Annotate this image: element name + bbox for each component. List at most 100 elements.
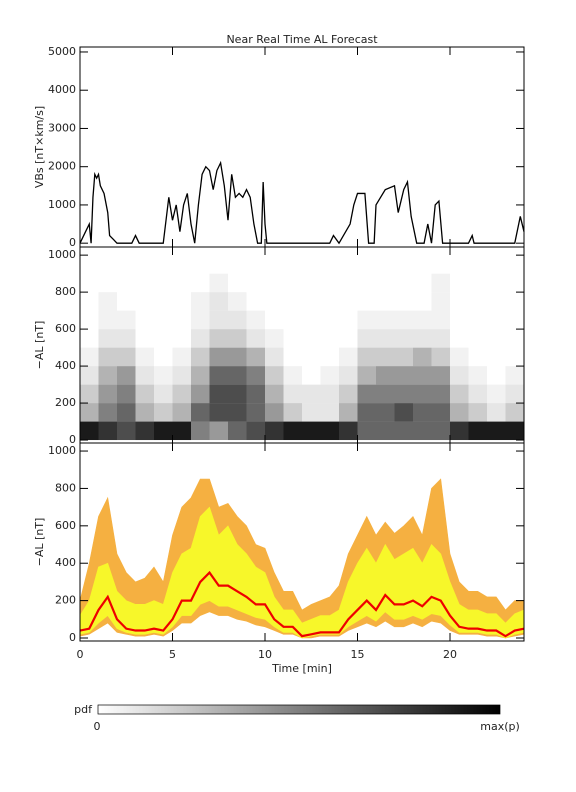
plot-frame: [79, 46, 525, 248]
heatmap-cell: [246, 403, 265, 422]
y-tick-label: 0: [69, 433, 76, 446]
heatmap-cell: [413, 310, 432, 330]
heatmap-cell: [320, 403, 339, 422]
heatmap-cell: [154, 273, 173, 293]
heatmap-cell: [98, 403, 117, 422]
heatmap-cell: [172, 255, 191, 274]
heatmap-cell: [191, 366, 210, 385]
heatmap-cell: [487, 403, 506, 422]
heatmap-cell: [228, 347, 247, 367]
panel: [79, 478, 525, 639]
heatmap-cell: [450, 273, 469, 293]
heatmap-cell: [431, 421, 450, 441]
heatmap-cell: [394, 310, 413, 330]
heatmap-cell: [246, 421, 265, 441]
heatmap-cell: [302, 329, 321, 348]
heatmap-cell: [505, 273, 524, 293]
y-tick-label: 3000: [48, 121, 76, 134]
heatmap-cell: [376, 366, 395, 385]
heatmap-cell: [320, 366, 339, 385]
heatmap-cell: [320, 421, 339, 441]
heatmap-cell: [154, 310, 173, 330]
heatmap-cell: [117, 403, 136, 422]
heatmap-cell: [191, 384, 210, 404]
heatmap-cell: [302, 273, 321, 293]
heatmap-cell: [283, 292, 302, 311]
heatmap-cell: [487, 273, 506, 293]
heatmap-cell: [468, 329, 487, 348]
heatmap-cell: [209, 366, 228, 385]
heatmap-cell: [468, 347, 487, 367]
heatmap-cell: [265, 255, 284, 274]
heatmap-cell: [431, 273, 450, 293]
heatmap-cell: [394, 329, 413, 348]
heatmap-cell: [283, 255, 302, 274]
heatmap-cell: [339, 347, 358, 367]
heatmap-cell: [191, 421, 210, 441]
heatmap-cell: [431, 403, 450, 422]
heatmap-cell: [283, 421, 302, 441]
heatmap-cell: [98, 384, 117, 404]
heatmap-cell: [505, 403, 524, 422]
heatmap-cell: [450, 366, 469, 385]
heatmap-cell: [450, 329, 469, 348]
heatmap-cell: [117, 347, 136, 367]
heatmap-cell: [487, 421, 506, 441]
heatmap-cell: [172, 384, 191, 404]
heatmap-cell: [394, 255, 413, 274]
heatmap-cell: [505, 347, 524, 367]
y-tick-label: 200: [55, 594, 76, 607]
heatmap-cell: [265, 384, 284, 404]
heatmap-cell: [265, 347, 284, 367]
heatmap-cell: [117, 329, 136, 348]
heatmap-cell: [394, 403, 413, 422]
heatmap-cell: [283, 273, 302, 293]
heatmap-cell: [450, 421, 469, 441]
heatmap-cell: [117, 292, 136, 311]
heatmap-cell: [302, 421, 321, 441]
heatmap-cell: [320, 310, 339, 330]
heatmap-cell: [283, 329, 302, 348]
heatmap-cell: [172, 273, 191, 293]
heatmap-cell: [209, 310, 228, 330]
heatmap-cell: [450, 255, 469, 274]
heatmap-cell: [376, 329, 395, 348]
heatmap-cell: [339, 310, 358, 330]
heatmap-cell: [320, 255, 339, 274]
heatmap-cell: [376, 292, 395, 311]
colorbar-min-label: 0: [94, 720, 101, 733]
heatmap-cell: [376, 384, 395, 404]
y-tick-label: 1000: [48, 198, 76, 211]
x-tick-label: 0: [77, 648, 84, 661]
colorbar: [97, 704, 501, 715]
y-axis-label: VBs [nT×km/s]: [33, 106, 46, 188]
x-tick-label: 15: [351, 648, 365, 661]
panel: [80, 255, 524, 441]
heatmap-cell: [357, 403, 376, 422]
heatmap-cell: [80, 273, 99, 293]
heatmap-cell: [135, 403, 154, 422]
heatmap-cell: [450, 403, 469, 422]
heatmap-cell: [302, 255, 321, 274]
y-tick-label: 1000: [48, 444, 76, 457]
heatmap-cell: [450, 310, 469, 330]
y-tick-label: 0: [69, 236, 76, 249]
y-tick-label: 200: [55, 396, 76, 409]
heatmap-cell: [172, 421, 191, 441]
heatmap-cell: [135, 347, 154, 367]
heatmap-cell: [191, 403, 210, 422]
heatmap-cell: [209, 347, 228, 367]
y-axis-label: −AL [nT]: [33, 518, 46, 567]
heatmap-cell: [505, 329, 524, 348]
heatmap-cell: [394, 366, 413, 385]
heatmap-cell: [228, 310, 247, 330]
heatmap-cell: [302, 310, 321, 330]
heatmap-cell: [80, 347, 99, 367]
heatmap-cell: [135, 310, 154, 330]
heatmap-cell: [376, 403, 395, 422]
heatmap-cell: [283, 347, 302, 367]
heatmap-cell: [80, 329, 99, 348]
heatmap-cell: [209, 292, 228, 311]
heatmap-cell: [431, 347, 450, 367]
